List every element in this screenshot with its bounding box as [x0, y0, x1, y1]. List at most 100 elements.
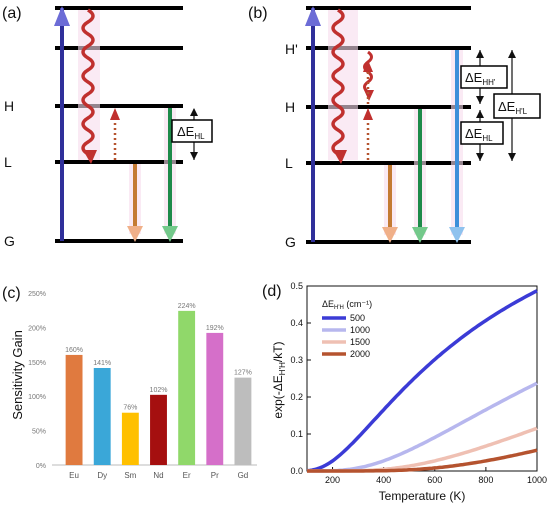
bar: [150, 394, 167, 465]
bar-value-label: 192%: [206, 325, 224, 332]
bar-chart: 0% 50% 100% 150% 200% 250% 160% Eu 141% Dy 76% Sm 10…: [28, 291, 252, 480]
legend-label: 500: [350, 313, 365, 323]
bar-category-label: Nd: [153, 471, 163, 480]
line-chart-x-label: Temperature (K): [379, 489, 466, 503]
bar-y-tick-label: 150%: [28, 360, 46, 367]
level-label-l: L: [285, 155, 293, 171]
series-line: [307, 448, 538, 473]
gap-hhprime-bottom: [476, 96, 484, 104]
panel-b-label: (b): [248, 5, 268, 22]
emission-l-arrowhead: [382, 227, 398, 243]
level-label-h: H: [285, 99, 295, 115]
gap-hprime-l-top: [508, 50, 516, 58]
gap-hl-bracket-top: [190, 108, 198, 116]
level-label-g: G: [285, 234, 296, 250]
bar-y-tick-label: 0%: [36, 463, 46, 470]
panel-b: (b) H' H L G ΔEHH': [248, 5, 541, 250]
emission-h-arrowhead: [162, 226, 178, 242]
x-tick-label: 200: [325, 475, 340, 485]
bar-value-label: 76%: [123, 405, 137, 412]
bar-value-label: 141%: [93, 360, 111, 367]
line-chart: 200 400 600 800 1000 0.0 0.1 0.2 0.3 0.4 0.5 500 100…: [290, 281, 547, 485]
gap-hl-top: [476, 110, 484, 118]
thermal-arrowhead-l-h: [363, 108, 373, 120]
bar-category-label: Sm: [124, 471, 136, 480]
x-tick-label: 600: [427, 475, 442, 485]
gap-hl-box: [460, 121, 504, 145]
gap-hl-label: ΔEHL: [465, 126, 493, 143]
bar-y-tick-label: 50%: [32, 429, 46, 436]
bar-value-label: 127%: [234, 370, 252, 377]
excitation-arrowhead: [54, 6, 70, 26]
bar: [121, 412, 139, 465]
gap-hl-bottom: [476, 153, 484, 161]
relaxation-shade: [78, 10, 100, 160]
relaxation-h-prime-arrowhead: [364, 90, 374, 101]
gap-hhprime-label: ΔEHH': [465, 70, 496, 87]
x-tick-label: 400: [376, 475, 391, 485]
gap-hprime-l-box: [493, 93, 541, 119]
panel-a-label: (a): [2, 5, 22, 22]
y-tick-label: 0.4: [290, 318, 303, 328]
gap-hhprime-top: [476, 50, 484, 58]
gap-hl-label: ΔEHL: [177, 124, 205, 141]
gap-hprime-l-bottom: [508, 153, 516, 161]
panel-d-label: (d): [262, 283, 282, 300]
bar-value-label: 160%: [65, 347, 83, 354]
y-tick-label: 0.0: [290, 466, 303, 476]
legend-title: ΔEH'H (cm⁻¹): [322, 299, 372, 311]
bar-y-tick-label: 200%: [28, 325, 46, 332]
level-label-h-prime: H': [285, 41, 298, 57]
panel-c: (c) Sensitivity Gain 0% 50% 100% 150% 200% 25…: [2, 285, 257, 480]
x-tick-label: 800: [478, 475, 493, 485]
bar: [93, 367, 111, 465]
bar-y-tick-label: 250%: [28, 291, 46, 298]
bar-category-label: Gd: [238, 471, 249, 480]
bar-value-label: 102%: [150, 387, 168, 394]
y-tick-label: 0.5: [290, 281, 303, 291]
gap-hl-box: [171, 119, 213, 143]
x-tick-label: 1000: [527, 475, 547, 485]
y-tick-label: 0.3: [290, 355, 303, 365]
relaxation-arrowhead: [333, 150, 347, 164]
relaxation-arrowhead: [83, 150, 97, 164]
emission-h-arrowhead: [412, 227, 428, 243]
legend-label: 1500: [350, 337, 370, 347]
gap-hl-bracket-bottom: [190, 152, 198, 160]
bar-category-label: Dy: [97, 471, 107, 480]
series-line: [307, 426, 538, 473]
bar: [178, 310, 196, 465]
line-chart-y-label: exp(-ΔEH'H/kT): [271, 341, 287, 418]
emission-h-prime-arrowhead: [449, 227, 465, 243]
thermal-arrowhead-h-hprime: [363, 60, 373, 72]
bar-value-label: 224%: [178, 303, 196, 310]
level-label-l: L: [4, 154, 12, 170]
level-label-h: H: [4, 98, 14, 114]
nonradiative-relaxation-wave: [81, 8, 95, 156]
panel-a: (a) H L G ΔEHL: [2, 5, 213, 249]
thermal-arrowhead: [110, 108, 120, 120]
y-tick-label: 0.2: [290, 392, 303, 402]
excitation-arrowhead: [305, 6, 321, 26]
bar: [65, 354, 83, 465]
gap-hhprime-box: [460, 65, 508, 89]
nonradiative-relaxation-wave: [331, 8, 345, 156]
y-tick-label: 0.1: [290, 429, 303, 439]
bar-y-tick-label: 100%: [28, 394, 46, 401]
series-line: [306, 289, 538, 473]
bar: [206, 332, 224, 465]
bar-category-label: Pr: [211, 471, 219, 480]
bar: [234, 377, 252, 465]
bar-chart-y-label: Sensitivity Gain: [10, 330, 25, 420]
panel-d: (d) exp(-ΔEH'H/kT) Temperature (K) ΔEH'H…: [262, 281, 547, 503]
legend-label: 2000: [350, 349, 370, 359]
emission-l-arrowhead: [127, 226, 143, 242]
gap-hprime-l-label: ΔEH'L: [498, 99, 528, 116]
bar-category-label: Er: [183, 471, 191, 480]
panel-c-label: (c): [2, 285, 21, 302]
line-chart-frame: [306, 285, 538, 472]
bar-category-label: Eu: [69, 471, 79, 480]
level-label-g: G: [4, 233, 15, 249]
legend-label: 1000: [350, 325, 370, 335]
